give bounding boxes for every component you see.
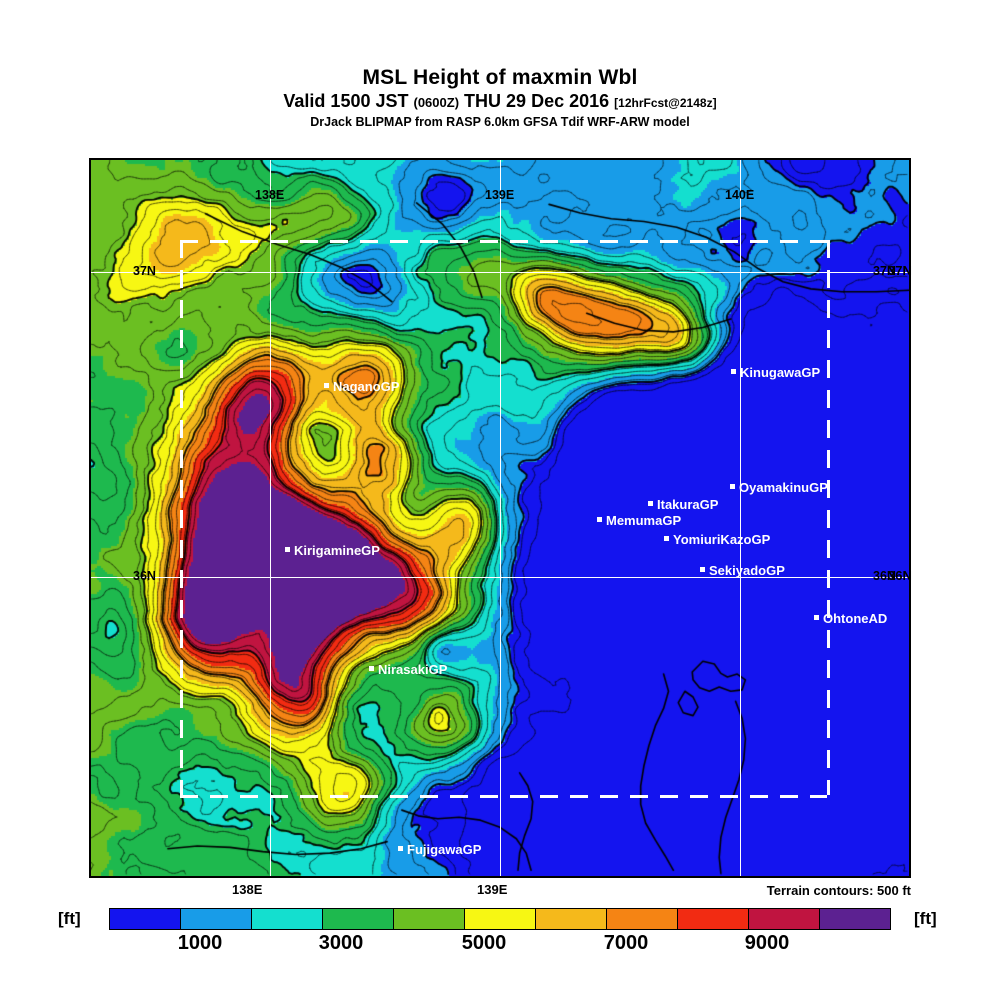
valid-time-utc: (0600Z) <box>413 95 460 110</box>
colorbar-swatch-6000 <box>536 909 607 929</box>
page-title: MSL Height of maxmin Wbl <box>362 66 638 89</box>
colorbar-swatch-8000 <box>678 909 749 929</box>
colorbar-swatch-9000 <box>749 909 820 929</box>
lon-label-bottom-138E: 138E <box>232 882 263 897</box>
colorbar-swatch-2000 <box>252 909 323 929</box>
colorbar-swatch-1000 <box>181 909 252 929</box>
colorbar-tick-3000: 3000 <box>318 932 364 954</box>
lon-label-bottom-139E: 139E <box>477 882 508 897</box>
colorbar-swatch-7000 <box>607 909 678 929</box>
valid-date: THU 29 Dec 2016 <box>464 91 610 111</box>
colorbar-unit-left: [ft] <box>58 909 81 928</box>
forecast-tag: [12hrFcst@2148z] <box>614 96 717 110</box>
colorbar-tick-1000: 1000 <box>177 932 223 954</box>
title-block: MSL Height of maxmin Wbl Valid 1500 JST … <box>0 66 1000 130</box>
colorbar-swatch-3000 <box>323 909 394 929</box>
valid-time-line: Valid 1500 JST (0600Z) THU 29 Dec 2016 [… <box>0 90 1000 114</box>
colorbar-swatch-0 <box>110 909 181 929</box>
colorbar-tick-7000: 7000 <box>603 932 649 954</box>
weather-field-canvas <box>91 160 909 876</box>
colorbar-tick-5000: 5000 <box>461 932 507 954</box>
colorbar-swatch-10000 <box>820 909 890 929</box>
valid-time-prefix: Valid 1500 JST <box>283 91 409 111</box>
colorbar-unit-right: [ft] <box>914 909 937 928</box>
model-credit: DrJack BLIPMAP from RASP 6.0km GFSA Tdif… <box>310 115 690 129</box>
lat-label-outside-36N: 36N <box>888 568 912 583</box>
colorbar[interactable] <box>109 908 891 930</box>
colorbar-tick-9000: 9000 <box>744 932 790 954</box>
lat-label-outside-37N: 37N <box>888 263 912 278</box>
colorbar-swatch-5000 <box>465 909 536 929</box>
colorbar-swatch-4000 <box>394 909 465 929</box>
map-panel[interactable]: 138E 139E 140E 37N 37N 36N 36N KinugawaGP Nagano… <box>89 158 911 878</box>
terrain-contour-note: Terrain contours: 500 ft <box>766 883 911 898</box>
